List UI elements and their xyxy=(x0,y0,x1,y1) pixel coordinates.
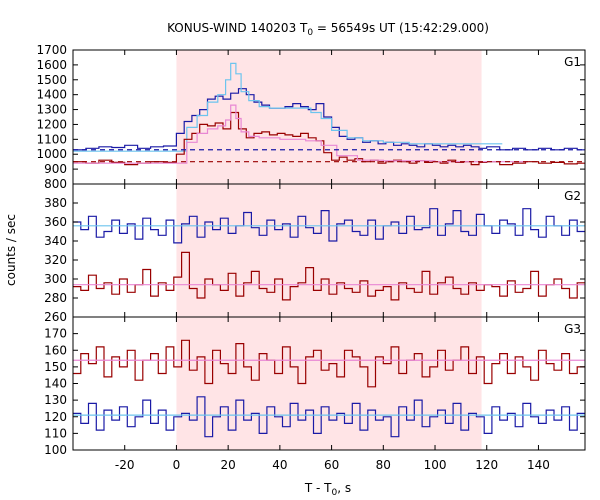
x-tick-label: 80 xyxy=(376,458,391,472)
series-g1-3 xyxy=(73,111,585,166)
series-group-g2 xyxy=(73,208,585,301)
chart-title: KONUS-WIND 140203 T0 = 56549s UT (15:42:… xyxy=(167,21,489,38)
x-tick-label: 40 xyxy=(272,458,287,472)
y-tick-label-g1: 1100 xyxy=(36,132,67,146)
y-tick-label-g3: 120 xyxy=(44,410,67,424)
panel-label-g1: G1 xyxy=(564,55,581,69)
y-tick-label-g1: 800 xyxy=(44,177,67,191)
panel-label-g3: G3 xyxy=(564,322,581,336)
y-tick-label-g1: 1400 xyxy=(36,88,67,102)
y-tick-label-g3: 160 xyxy=(44,343,67,357)
y-tick-label-g3: 170 xyxy=(44,327,67,341)
panel-label-g2: G2 xyxy=(564,189,581,203)
y-tick-label-g2: 260 xyxy=(44,310,67,324)
y-tick-label-g1: 1300 xyxy=(36,103,67,117)
y-tick-label-g3: 100 xyxy=(44,443,67,457)
highlight-interval-g2 xyxy=(176,184,482,317)
y-tick-label-g1: 900 xyxy=(44,162,67,176)
series-g1-4 xyxy=(73,104,529,164)
y-tick-label-g2: 340 xyxy=(44,234,67,248)
y-tick-label-g2: 280 xyxy=(44,291,67,305)
y-tick-label-g1: 1000 xyxy=(36,147,67,161)
x-tick-label: 120 xyxy=(475,458,498,472)
x-tick-label: -20 xyxy=(115,458,135,472)
y-tick-label-g1: 1700 xyxy=(36,43,67,57)
x-tick-label: 60 xyxy=(324,458,339,472)
y-tick-label-g3: 140 xyxy=(44,377,67,391)
y-tick-label-g2: 320 xyxy=(44,253,67,267)
panel-g2: 260 280 300 320 340 360 380 G2 xyxy=(44,183,586,324)
y-tick-label-g3: 110 xyxy=(44,426,67,440)
y-axis-title: counts / sec xyxy=(4,214,18,286)
y-tick-label-g2: 300 xyxy=(44,272,67,286)
y-tick-label-g1: 1500 xyxy=(36,73,67,87)
x-tick-label: 20 xyxy=(221,458,236,472)
highlight-interval-g3 xyxy=(176,317,482,450)
panel-g3: 100 110 120 130 140 150 160 170 -20 0 20 40 60 80 100 1… xyxy=(44,316,586,472)
x-tick-label: 100 xyxy=(424,458,447,472)
y-tick-label-g2: 360 xyxy=(44,215,67,229)
series-g1-2 xyxy=(73,62,503,152)
y-tick-label-g2: 380 xyxy=(44,196,67,210)
y-tick-label-g1: 1600 xyxy=(36,58,67,72)
series-group-g3 xyxy=(73,339,585,438)
x-tick-label: 140 xyxy=(527,458,550,472)
series-g3-2 xyxy=(73,396,585,438)
y-tick-label-g1: 1200 xyxy=(36,117,67,131)
y-tick-label-g3: 150 xyxy=(44,360,67,374)
series-g3-1 xyxy=(73,339,585,388)
panels-group: 80090010001100120013001400150016001700G1… xyxy=(36,43,586,472)
x-axis-title: T - T0, s xyxy=(304,481,351,498)
y-tick-label-g3: 130 xyxy=(44,393,67,407)
series-group-g1 xyxy=(73,62,585,166)
x-tick-label: 0 xyxy=(173,458,181,472)
